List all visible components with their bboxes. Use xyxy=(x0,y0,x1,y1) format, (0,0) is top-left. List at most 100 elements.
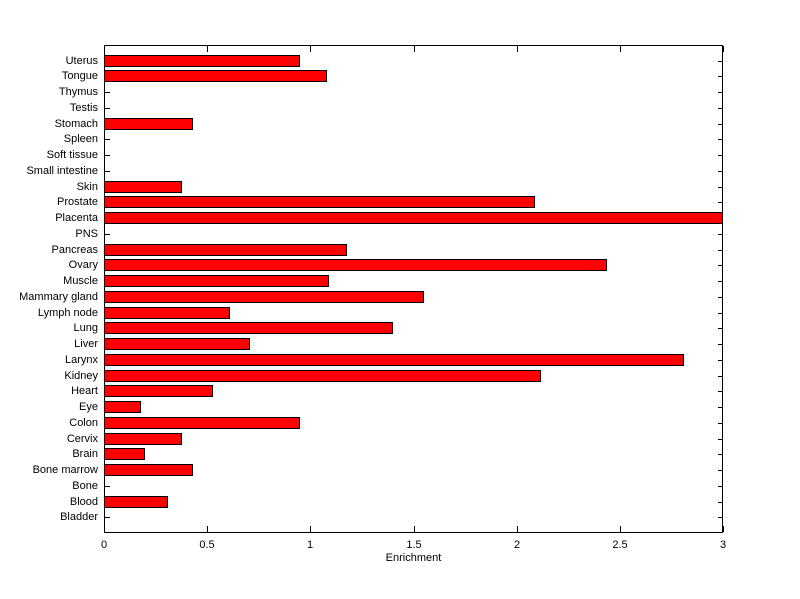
x-tick-top xyxy=(414,46,415,52)
y-tick-right xyxy=(718,92,723,93)
bar xyxy=(104,464,193,476)
y-tick-right xyxy=(718,108,723,109)
y-tick-right xyxy=(718,265,723,266)
x-tick xyxy=(104,526,105,532)
bar xyxy=(104,212,723,224)
y-tick xyxy=(105,155,110,156)
y-tick-right xyxy=(718,360,723,361)
y-tick-right xyxy=(718,171,723,172)
y-axis-label: Mammary gland xyxy=(19,291,98,303)
y-axis-label: Prostate xyxy=(57,196,98,208)
y-tick-right xyxy=(718,486,723,487)
x-tick-top xyxy=(620,46,621,52)
bar xyxy=(104,401,141,413)
y-axis-label: Liver xyxy=(74,338,98,350)
y-tick-right xyxy=(718,391,723,392)
x-tick-top xyxy=(310,46,311,52)
y-axis-label: Thymus xyxy=(58,86,98,98)
y-tick-right xyxy=(718,155,723,156)
y-tick-right xyxy=(718,328,723,329)
x-tick-label: 0 xyxy=(100,539,108,551)
y-axis-label: Brain xyxy=(72,448,98,460)
bar xyxy=(104,244,347,256)
x-tick-label: 1 xyxy=(306,539,314,551)
y-tick-right xyxy=(718,470,723,471)
y-axis-label: Larynx xyxy=(64,354,98,366)
y-tick-right xyxy=(718,187,723,188)
x-tick-top xyxy=(517,46,518,52)
y-axis-label: Blood xyxy=(69,496,98,508)
y-axis-label: Bone xyxy=(72,480,98,492)
x-tick xyxy=(207,526,208,532)
y-tick-right xyxy=(718,439,723,440)
y-tick xyxy=(105,171,110,172)
bar xyxy=(104,196,535,208)
y-axis-label: Small intestine xyxy=(26,165,98,177)
bar xyxy=(104,496,168,508)
y-axis-label: Heart xyxy=(71,385,98,397)
y-tick-right xyxy=(718,297,723,298)
bar xyxy=(104,275,329,287)
y-axis-label: Cervix xyxy=(66,433,98,445)
x-tick-label: 0.5 xyxy=(199,539,215,551)
bar xyxy=(104,338,250,350)
y-axis-label: Muscle xyxy=(63,275,98,287)
bar xyxy=(104,433,182,445)
y-tick-right xyxy=(718,124,723,125)
y-tick xyxy=(105,486,110,487)
y-tick-right xyxy=(718,234,723,235)
bar xyxy=(104,181,182,193)
y-axis-label: Pancreas xyxy=(51,244,98,256)
y-tick-right xyxy=(718,376,723,377)
x-tick xyxy=(723,526,724,532)
y-tick-right xyxy=(718,139,723,140)
x-tick xyxy=(517,526,518,532)
y-axis-label: Bladder xyxy=(60,511,98,523)
y-tick xyxy=(105,234,110,235)
y-axis-label: Uterus xyxy=(65,55,98,67)
y-axis-label: Skin xyxy=(76,181,98,193)
bar xyxy=(104,118,193,130)
y-axis-label: PNS xyxy=(75,228,98,240)
y-axis-label: Tongue xyxy=(61,70,98,82)
x-tick-label: 3 xyxy=(719,539,727,551)
y-tick-right xyxy=(718,281,723,282)
y-tick-right xyxy=(718,76,723,77)
y-tick-right xyxy=(718,517,723,518)
x-tick xyxy=(414,526,415,532)
bar xyxy=(104,70,327,82)
y-axis-label: Lung xyxy=(73,322,98,334)
y-tick-right xyxy=(718,202,723,203)
y-axis-label: Soft tissue xyxy=(46,149,98,161)
bar xyxy=(104,448,145,460)
y-axis-label: Bone marrow xyxy=(32,464,98,476)
x-tick xyxy=(310,526,311,532)
y-axis-label: Colon xyxy=(69,417,98,429)
bar xyxy=(104,354,684,366)
y-axis-label: Ovary xyxy=(68,259,98,271)
y-axis-label: Lymph node xyxy=(37,307,98,319)
y-axis-label: Testis xyxy=(69,102,98,114)
bar xyxy=(104,385,213,397)
y-tick xyxy=(105,139,110,140)
y-axis-label: Spleen xyxy=(63,133,98,145)
x-tick-label: 2 xyxy=(513,539,521,551)
plot-area xyxy=(104,45,723,533)
bar xyxy=(104,417,300,429)
bar xyxy=(104,291,424,303)
x-tick-label: 2.5 xyxy=(612,539,628,551)
y-tick xyxy=(105,92,110,93)
bar xyxy=(104,370,541,382)
y-axis-label: Placenta xyxy=(55,212,98,224)
y-tick-right xyxy=(718,313,723,314)
y-tick-right xyxy=(718,344,723,345)
y-tick-right xyxy=(718,502,723,503)
x-tick-top xyxy=(104,46,105,52)
y-tick-right xyxy=(718,407,723,408)
bar xyxy=(104,259,607,271)
x-tick-top xyxy=(723,46,724,52)
bar xyxy=(104,307,230,319)
y-axis-label: Stomach xyxy=(54,118,98,130)
bar xyxy=(104,322,393,334)
